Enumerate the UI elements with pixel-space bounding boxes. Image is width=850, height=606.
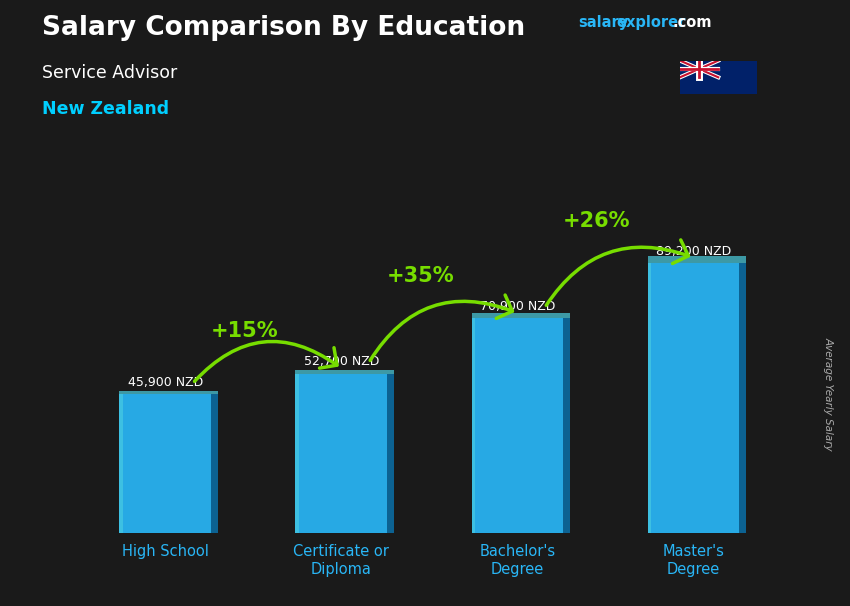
- Text: salary: salary: [578, 15, 628, 30]
- Text: 45,900 NZD: 45,900 NZD: [128, 376, 203, 389]
- Bar: [740, 263, 746, 533]
- Bar: [648, 256, 746, 263]
- Text: +15%: +15%: [211, 321, 278, 341]
- Bar: [211, 394, 218, 533]
- Bar: [472, 319, 563, 533]
- Text: Salary Comparison By Education: Salary Comparison By Education: [42, 15, 525, 41]
- Bar: [648, 263, 651, 533]
- Bar: [296, 373, 299, 533]
- Text: +35%: +35%: [387, 266, 454, 286]
- Text: New Zealand: New Zealand: [42, 100, 170, 118]
- Text: 70,900 NZD: 70,900 NZD: [479, 300, 555, 313]
- Bar: [387, 373, 394, 533]
- Bar: [119, 394, 123, 533]
- Text: .com: .com: [672, 15, 711, 30]
- Bar: [563, 319, 570, 533]
- Text: Average Yearly Salary: Average Yearly Salary: [824, 337, 834, 451]
- Text: 52,700 NZD: 52,700 NZD: [303, 355, 379, 368]
- Text: Service Advisor: Service Advisor: [42, 64, 178, 82]
- Text: 89,200 NZD: 89,200 NZD: [655, 245, 731, 258]
- Bar: [296, 373, 387, 533]
- Text: +26%: +26%: [563, 210, 630, 230]
- Bar: [296, 370, 394, 373]
- Bar: [119, 391, 218, 394]
- Bar: [648, 263, 740, 533]
- Text: explorer: explorer: [616, 15, 686, 30]
- Bar: [472, 319, 475, 533]
- Bar: [119, 394, 211, 533]
- Bar: [472, 313, 570, 319]
